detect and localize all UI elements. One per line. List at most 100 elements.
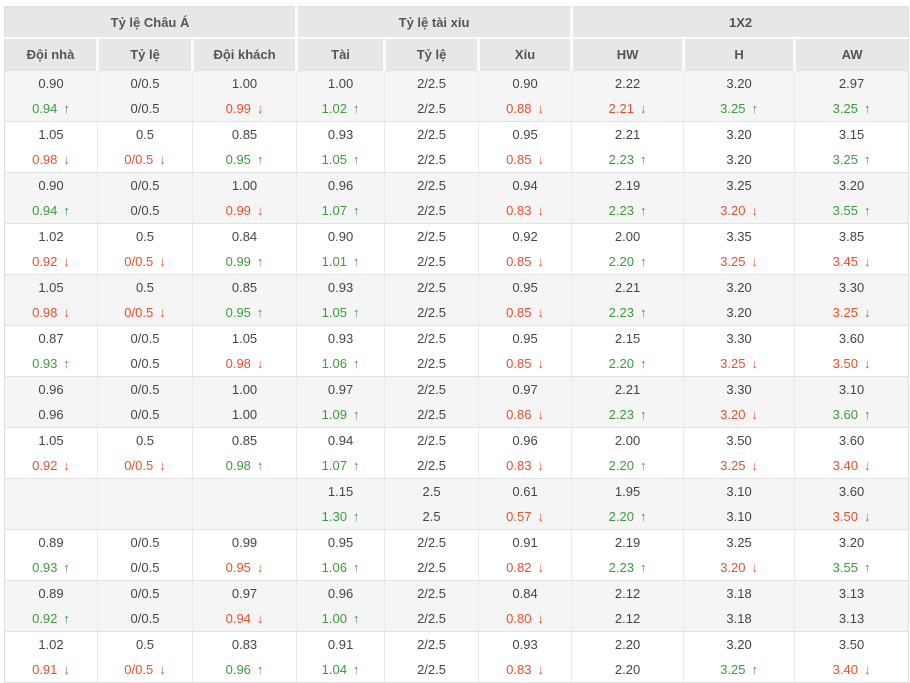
up-arrow-icon: ↑: [63, 101, 70, 116]
odds-value: 0.86: [506, 407, 532, 422]
odds-cell: 0.85 ↓: [478, 351, 572, 377]
odds-value: 0.5: [135, 280, 155, 295]
odds-cell: 0.5: [97, 223, 193, 249]
odds-cell: 2.23 ↑: [571, 555, 684, 581]
odds-cell: 1.00: [191, 402, 297, 428]
odds-row: 1.30 ↑ 2.5 0.57 ↓ 2.20 ↑ 3.10 3.50 ↓: [4, 504, 909, 530]
down-arrow-icon: ↓: [159, 458, 166, 473]
odds-value: 2.20: [608, 254, 634, 269]
odds-value: 2/2.5: [417, 254, 446, 269]
odds-cell: 0.95: [478, 325, 572, 351]
odds-cell: 1.01 ↑: [296, 249, 385, 275]
odds-value: 0.5: [135, 637, 155, 652]
up-arrow-icon: ↑: [639, 509, 647, 524]
down-arrow-icon: ↓: [863, 662, 871, 677]
odds-value: 2.23: [608, 203, 634, 218]
odds-value: 0.99: [225, 101, 251, 116]
odds-value: 3.25: [726, 535, 752, 550]
odds-cell: 2/2.5: [384, 376, 479, 402]
odds-cell: 3.20: [683, 300, 795, 326]
odds-value: 2/2.5: [417, 407, 446, 422]
odds-value: 0.93: [327, 331, 354, 346]
odds-cell: 2/2.5: [384, 402, 479, 428]
odds-cell: 0.98 ↑: [191, 453, 297, 479]
odds-cell: 2/2.5: [384, 631, 479, 657]
odds-row: 0.91 ↓ 0/0.5 ↓ 0.96 ↑ 1.04 ↑ 2/2.5 0.83 ↓ 2.20 3.25 ↑…: [5, 657, 909, 683]
odds-cell: 3.20 ↓: [683, 402, 795, 428]
col-header-away-win: AW: [793, 38, 909, 71]
odds-cell: 1.05: [4, 427, 98, 453]
odds-cell: 3.25 ↓: [683, 351, 795, 377]
odds-cell: 0.96: [296, 172, 385, 198]
odds-cell: 2/2.5: [384, 147, 479, 173]
up-arrow-icon: ↑: [63, 560, 70, 575]
odds-cell: 0.90: [4, 70, 98, 96]
odds-cell: 0/0.5: [97, 376, 193, 402]
up-arrow-icon: ↑: [352, 101, 360, 116]
up-arrow-icon: ↑: [256, 254, 264, 269]
odds-value: 0.95: [512, 127, 538, 142]
odds-value: 0.99: [225, 203, 251, 218]
down-arrow-icon: ↓: [863, 458, 871, 473]
odds-row: 0.94 ↑ 0/0.5 0.99 ↓ 1.02 ↑ 2/2.5 0.88 ↓ 2.21 ↓ 3.25 ↑…: [4, 96, 909, 122]
odds-cell: 3.25 ↑: [794, 147, 909, 173]
odds-value: 2/2.5: [417, 101, 446, 116]
down-arrow-icon: ↓: [751, 254, 758, 269]
up-arrow-icon: ↑: [639, 356, 647, 371]
odds-value: 1.07: [321, 203, 347, 218]
odds-cell: 0.92 ↓: [5, 453, 98, 479]
odds-value: 0.97: [327, 382, 354, 397]
odds-cell: 2/2.5: [384, 606, 479, 632]
odds-value: 3.18: [726, 586, 752, 601]
odds-cell: 0.97: [296, 376, 385, 402]
odds-cell: 0.85: [191, 121, 297, 147]
down-arrow-icon: ↓: [863, 305, 871, 320]
odds-row: 0.93 ↑ 0/0.5 0.95 ↓ 1.06 ↑ 2/2.5 0.82 ↓ 2.23 ↑ 3.20 ↓…: [5, 555, 909, 581]
odds-cell: [4, 478, 98, 504]
up-arrow-icon: ↑: [352, 254, 360, 269]
odds-value: 0.94: [327, 433, 354, 448]
odds-cell: 1.05 ↑: [296, 147, 385, 173]
odds-value: 1.00: [327, 76, 354, 91]
odds-cell: 3.20: [794, 529, 909, 555]
odds-cell: 3.60: [794, 427, 909, 453]
up-arrow-icon: ↑: [352, 611, 360, 626]
odds-value: 3.60: [838, 433, 865, 448]
odds-cell: 3.10: [683, 478, 795, 504]
odds-value: 2/2.5: [417, 535, 446, 550]
odds-value: 0/0.5: [130, 407, 160, 422]
odds-cell: 0/0.5: [97, 402, 193, 428]
odds-value: 3.10: [726, 509, 752, 524]
odds-cell: 1.00: [191, 172, 297, 198]
odds-value: 2/2.5: [417, 127, 446, 142]
odds-value: 1.00: [231, 382, 258, 397]
odds-cell: 3.30: [794, 274, 909, 300]
odds-value: 2.5: [422, 509, 441, 524]
odds-value: 3.20: [726, 127, 752, 142]
down-arrow-icon: ↓: [639, 101, 647, 116]
down-arrow-icon: ↓: [159, 152, 166, 167]
odds-value: 2/2.5: [417, 76, 446, 91]
odds-cell: 0.98 ↓: [5, 147, 98, 173]
odds-value: 0.90: [38, 178, 64, 193]
odds-row: 0.90 0/0.5 1.00 1.00 2/2.5 0.90 2.22 3.20 2.97: [4, 70, 909, 96]
odds-cell: [97, 504, 193, 530]
odds-value: 0.98: [32, 305, 58, 320]
up-arrow-icon: ↑: [256, 662, 264, 677]
odds-value: 2.20: [614, 637, 641, 652]
odds-value: 0.94: [32, 101, 58, 116]
up-arrow-icon: ↑: [352, 407, 360, 422]
odds-value: 2/2.5: [417, 280, 446, 295]
odds-cell: 0.96: [4, 376, 98, 402]
up-arrow-icon: ↑: [352, 356, 360, 371]
odds-cell: [97, 478, 193, 504]
odds-value: 3.55: [832, 560, 858, 575]
odds-cell: 3.20: [683, 121, 795, 147]
odds-cell: 0.93: [296, 121, 385, 147]
up-arrow-icon: ↑: [639, 254, 647, 269]
odds-cell: 0/0.5: [97, 198, 193, 224]
odds-cell: 3.20: [683, 631, 795, 657]
down-arrow-icon: ↓: [256, 101, 264, 116]
odds-cell: 3.25 ↑: [683, 96, 795, 122]
down-arrow-icon: ↓: [537, 509, 544, 524]
